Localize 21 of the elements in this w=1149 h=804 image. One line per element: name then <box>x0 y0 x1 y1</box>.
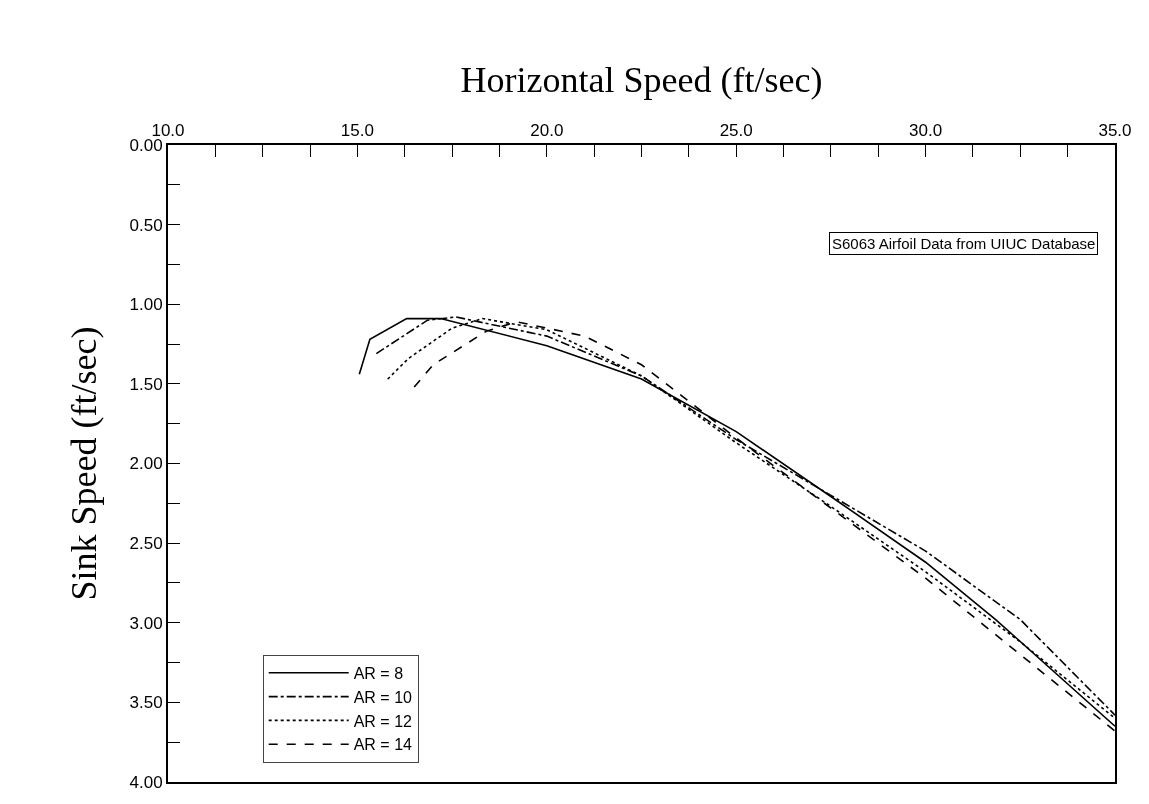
x-tick-label: 20.0 <box>530 121 564 141</box>
y-tick-label: 0.50 <box>129 215 163 235</box>
y-tick-label: 3.00 <box>129 613 163 633</box>
y-tick-label: 1.50 <box>129 374 163 394</box>
y-tick-label: 0.00 <box>129 135 163 155</box>
legend-label: AR = 14 <box>353 736 413 754</box>
y-tick-label: 4.00 <box>129 772 163 792</box>
legend-label: AR = 10 <box>353 688 413 706</box>
x-tick-label: 35.0 <box>1098 121 1132 141</box>
x-tick-label: 25.0 <box>719 121 753 141</box>
x-tick-label: 15.0 <box>340 121 374 141</box>
y-tick-label: 1.00 <box>129 295 163 315</box>
y-tick-label: 2.00 <box>129 454 163 474</box>
x-tick-label: 30.0 <box>909 121 943 141</box>
annotation: S6063 Airfoil Data from UIUC Database <box>832 235 1096 252</box>
y-tick-label: 2.50 <box>129 534 163 554</box>
legend-label: AR = 8 <box>353 665 404 683</box>
y-axis-title: Sink Speed (ft/sec) <box>63 326 104 601</box>
y-tick-label: 3.50 <box>129 693 163 713</box>
x-axis-title: Horizontal Speed (ft/sec) <box>460 59 823 100</box>
legend-label: AR = 12 <box>353 712 413 730</box>
